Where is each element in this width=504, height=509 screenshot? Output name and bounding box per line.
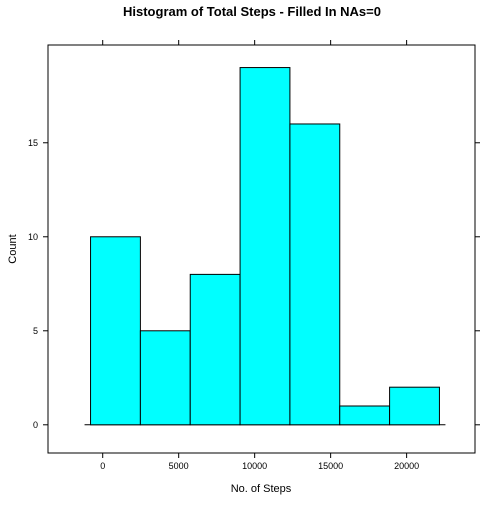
x-axis-label: No. of Steps (231, 483, 292, 495)
x-tick-label: 0 (100, 461, 105, 471)
histogram-bar (389, 386, 440, 426)
histogram-bar (139, 330, 191, 426)
y-tick-label: 10 (28, 232, 38, 242)
histogram-bar (239, 67, 291, 426)
x-tick-label: 10000 (242, 461, 267, 471)
histogram-bar (339, 405, 391, 426)
y-tick-label: 15 (28, 138, 38, 148)
x-tick-label: 15000 (318, 461, 343, 471)
y-tick-label: 0 (33, 420, 38, 430)
chart-title: Histogram of Total Steps - Filled In NAs… (123, 4, 381, 19)
y-axis-label: Count (7, 234, 19, 263)
y-axis-ticks: 0 5 10 15 (28, 138, 480, 430)
y-tick-label: 5 (33, 326, 38, 336)
x-axis-ticks: 0 5000 10000 15000 20000 (100, 40, 419, 471)
x-tick-label: 20000 (394, 461, 419, 471)
histogram-bar (289, 123, 341, 426)
plot-frame (47, 44, 476, 454)
histogram-bars (84, 67, 446, 426)
x-tick-label: 5000 (169, 461, 189, 471)
histogram-bar (189, 273, 241, 426)
histogram-bar (90, 236, 141, 426)
